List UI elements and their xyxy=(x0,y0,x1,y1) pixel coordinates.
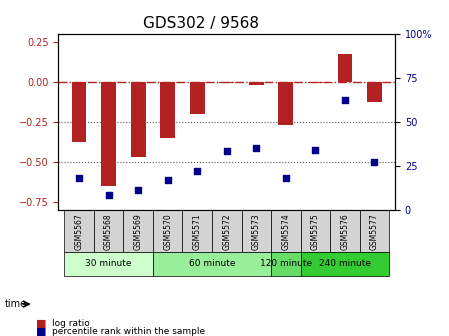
Point xyxy=(223,149,230,154)
Bar xyxy=(72,82,86,142)
Text: GSM5574: GSM5574 xyxy=(282,213,291,250)
FancyBboxPatch shape xyxy=(153,252,271,276)
Bar xyxy=(367,82,382,102)
Text: 30 minute: 30 minute xyxy=(85,259,132,268)
Bar xyxy=(190,82,205,114)
FancyBboxPatch shape xyxy=(271,252,300,276)
Text: ■: ■ xyxy=(36,318,46,328)
Point xyxy=(371,159,378,165)
Point xyxy=(253,145,260,151)
FancyBboxPatch shape xyxy=(300,252,389,276)
Point xyxy=(194,168,201,173)
FancyBboxPatch shape xyxy=(64,252,153,276)
Text: GSM5577: GSM5577 xyxy=(370,213,379,250)
Text: percentile rank within the sample: percentile rank within the sample xyxy=(52,328,205,336)
Text: 120 minute: 120 minute xyxy=(260,259,312,268)
FancyBboxPatch shape xyxy=(153,210,182,252)
FancyBboxPatch shape xyxy=(360,210,389,252)
Bar xyxy=(101,82,116,185)
Text: 60 minute: 60 minute xyxy=(189,259,235,268)
Text: log ratio: log ratio xyxy=(52,319,89,328)
FancyBboxPatch shape xyxy=(64,210,94,252)
Point xyxy=(105,193,112,198)
FancyBboxPatch shape xyxy=(271,210,300,252)
Point xyxy=(75,175,83,180)
Bar xyxy=(249,82,264,85)
Text: ■: ■ xyxy=(36,327,46,336)
Text: GSM5570: GSM5570 xyxy=(163,213,172,250)
Text: time: time xyxy=(4,299,26,309)
Point xyxy=(164,177,171,182)
Bar xyxy=(220,82,234,83)
Point xyxy=(282,175,290,180)
FancyBboxPatch shape xyxy=(123,210,153,252)
Text: GSM5568: GSM5568 xyxy=(104,213,113,250)
Bar xyxy=(308,82,323,83)
FancyBboxPatch shape xyxy=(242,210,271,252)
Point xyxy=(312,147,319,153)
Text: GSM5575: GSM5575 xyxy=(311,213,320,250)
Text: GSM5573: GSM5573 xyxy=(252,213,261,250)
Bar xyxy=(131,82,145,157)
Text: GSM5576: GSM5576 xyxy=(340,213,349,250)
FancyBboxPatch shape xyxy=(182,210,212,252)
FancyBboxPatch shape xyxy=(94,210,123,252)
FancyBboxPatch shape xyxy=(212,210,242,252)
Point xyxy=(341,98,348,103)
Point xyxy=(135,187,142,193)
Text: GSM5567: GSM5567 xyxy=(75,213,84,250)
Text: GSM5571: GSM5571 xyxy=(193,213,202,250)
Bar xyxy=(338,54,352,82)
Bar xyxy=(160,82,175,137)
Text: 240 minute: 240 minute xyxy=(319,259,371,268)
FancyBboxPatch shape xyxy=(330,210,360,252)
Text: GDS302 / 9568: GDS302 / 9568 xyxy=(143,16,259,31)
Text: GSM5569: GSM5569 xyxy=(134,213,143,250)
Bar xyxy=(278,82,293,125)
FancyBboxPatch shape xyxy=(300,210,330,252)
Text: GSM5572: GSM5572 xyxy=(222,213,231,250)
